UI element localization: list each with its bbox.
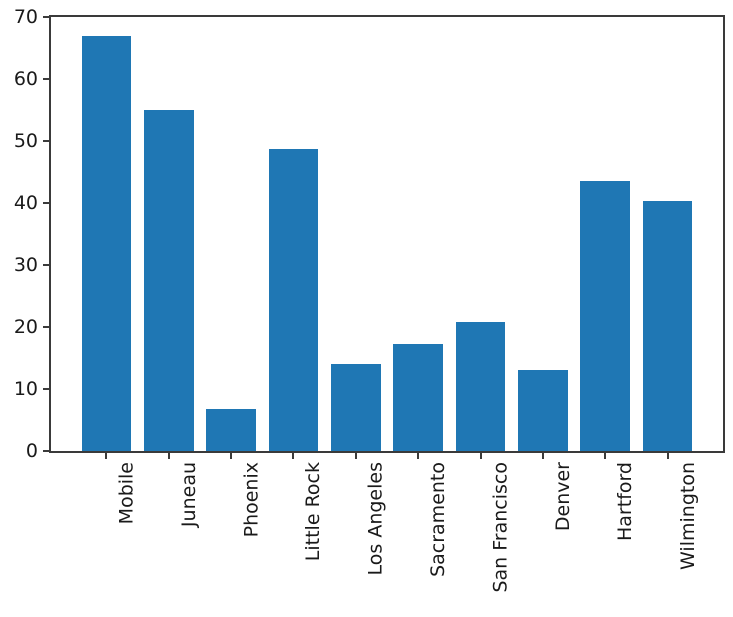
x-tick-label-denver: Denver (551, 462, 574, 532)
y-tick-label: 20 (13, 316, 38, 338)
y-tick-label: 40 (13, 192, 38, 214)
bar-san-francisco (455, 322, 506, 451)
bar-little-rock (268, 149, 319, 451)
y-tick-label: 10 (13, 378, 38, 400)
bar-wilmington (642, 201, 693, 451)
y-tick-mark (43, 450, 49, 452)
y-tick-label: 0 (25, 440, 38, 462)
x-tick-mark (666, 453, 669, 459)
y-tick-label: 50 (13, 130, 38, 152)
x-tick-label-phoenix: Phoenix (240, 462, 263, 538)
x-tick-mark (167, 453, 170, 459)
x-tick-mark (604, 453, 607, 459)
bar-sacramento (393, 344, 444, 451)
x-tick-mark (541, 453, 544, 459)
y-tick-mark (43, 388, 49, 390)
x-tick-mark (105, 453, 108, 459)
y-tick-mark (43, 264, 49, 266)
bar-phoenix (206, 408, 257, 451)
y-tick-mark (43, 140, 49, 142)
bar-los-angeles (330, 364, 381, 451)
x-tick-label-sacramento: Sacramento (427, 462, 450, 577)
x-tick-mark (292, 453, 295, 459)
y-tick-mark (43, 202, 49, 204)
x-tick-label-los-angeles: Los Angeles (364, 462, 387, 576)
y-tick-label: 70 (13, 6, 38, 28)
x-tick-mark (230, 453, 233, 459)
x-tick-label-juneau: Juneau (177, 462, 200, 528)
y-tick-mark (43, 78, 49, 80)
bar-juneau (143, 110, 194, 451)
x-tick-label-hartford: Hartford (614, 462, 637, 542)
y-tick-label: 60 (13, 68, 38, 90)
bar-mobile (81, 35, 132, 451)
x-tick-label-wilmington: Wilmington (676, 462, 699, 570)
y-tick-label: 30 (13, 254, 38, 276)
bar-hartford (580, 181, 631, 451)
bar-denver (517, 370, 568, 451)
x-tick-label-mobile: Mobile (115, 462, 138, 525)
x-tick-label-san-francisco: San Francisco (489, 462, 512, 593)
x-tick-label-little-rock: Little Rock (302, 462, 325, 562)
x-tick-mark (354, 453, 357, 459)
y-tick-mark (43, 16, 49, 18)
y-tick-mark (43, 326, 49, 328)
x-tick-mark (417, 453, 420, 459)
x-tick-mark (479, 453, 482, 459)
